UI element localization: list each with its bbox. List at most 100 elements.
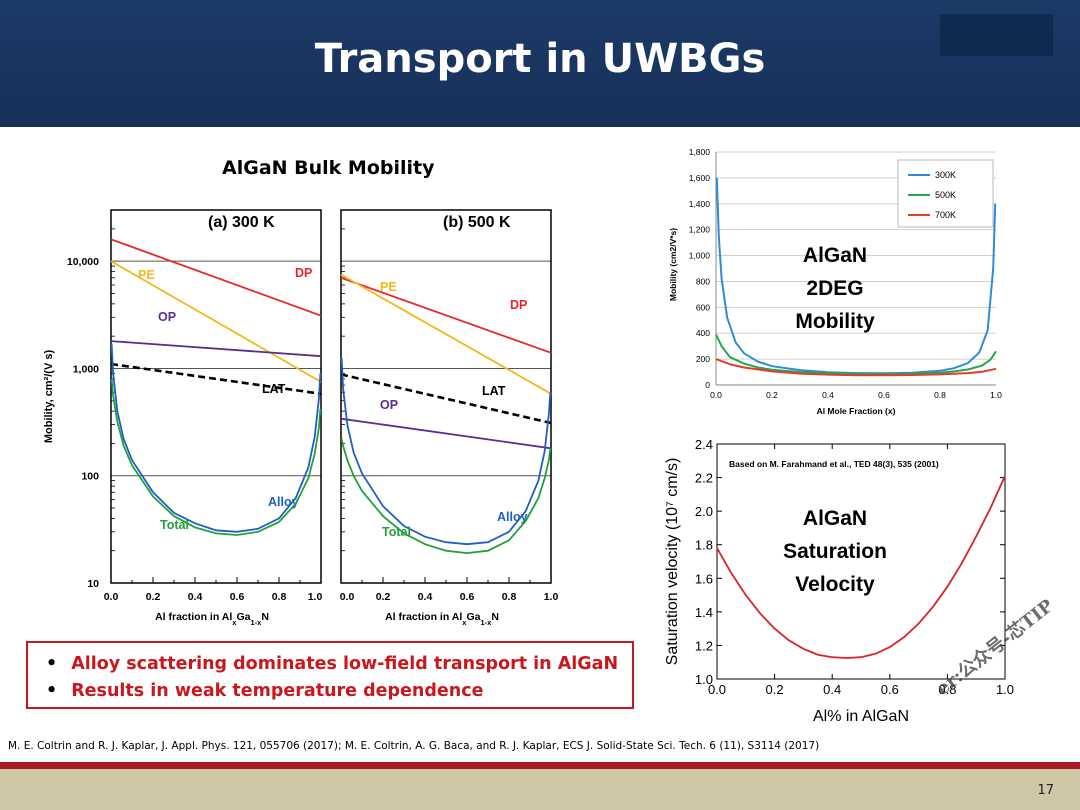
chart-annotation: AlGaN	[803, 244, 867, 267]
bulk-mobility-title: AlGaN Bulk Mobility	[222, 157, 435, 179]
x-tick-label: 1.0	[996, 682, 1014, 697]
bullet-1: • Alloy scattering dominates low-field tr…	[46, 654, 619, 674]
x-tick-label: 0.6	[881, 682, 899, 697]
y-tick-label: 100	[81, 471, 99, 483]
x-tick-label: 0.2	[146, 591, 161, 603]
series-label-dp: DP	[510, 298, 527, 312]
x-axis-label: Al fraction in AlxGa1-xN	[385, 611, 499, 627]
series-label-dp: DP	[295, 266, 312, 280]
chart-annotation: 2DEG	[806, 277, 863, 300]
series-line-total-300k	[110, 378, 322, 536]
y-tick-label: 1.4	[695, 605, 713, 620]
chart-annotation: Mobility	[795, 310, 875, 333]
2deg-mobility-chart: 0 200 400 600 800 1,000 1,200 1,400 1,600 1,800 0.…	[668, 147, 1002, 416]
x-tick-label: 0.6	[230, 591, 245, 603]
series-line-total-500k	[340, 438, 552, 555]
x-tick-label: 1.0	[308, 591, 323, 603]
chart-annotation: AlGaN	[803, 507, 867, 530]
y-tick-label: 1,400	[689, 199, 711, 209]
x-axis-label: Al% in AlGaN	[813, 708, 909, 725]
x-tick-label: 0.0	[710, 390, 722, 400]
y-tick-label: 600	[696, 302, 710, 312]
header-mark	[940, 14, 1053, 56]
y-tick-label: 2.0	[695, 504, 713, 519]
bulk-mobility-chart: 0.0 0.2 0.4 0.6 0.8 1.0 (a) 300 K DP PE OP LAT Allo…	[43, 209, 559, 627]
series-line-dp-300k	[110, 238, 322, 317]
plot-frame	[110, 209, 322, 584]
x-tick-label: 0.2	[376, 591, 391, 603]
footer-bar	[0, 769, 1080, 810]
x-tick-label: 0.8	[934, 390, 946, 400]
series-line-op-500k	[340, 417, 552, 450]
series-line-op-300k	[110, 340, 322, 358]
series-line-pe-500k	[340, 273, 552, 395]
legend-label-700k: 700K	[935, 210, 956, 220]
x-tick-label: 0.0	[104, 591, 119, 603]
y-tick-label: 1.2	[695, 638, 713, 653]
legend-label-300k: 300K	[935, 170, 956, 180]
series-label-pe: PE	[138, 268, 155, 282]
title-bar	[0, 0, 1080, 127]
x-tick-label: 0.0	[708, 682, 726, 697]
series-line-alloy-300k	[110, 343, 322, 533]
y-tick-label: 2.2	[695, 471, 713, 486]
y-tick-label: 1.8	[695, 538, 713, 553]
x-tick-label: 0.4	[188, 591, 203, 603]
x-tick-label: 0.2	[766, 390, 778, 400]
x-tick-label: 0.6	[878, 390, 890, 400]
y-tick-label: 400	[696, 328, 710, 338]
legend-label-500k: 500K	[935, 190, 956, 200]
y-tick-label: 1,800	[689, 147, 711, 157]
x-tick-label: 0.2	[766, 682, 784, 697]
y-tick-label: 10,000	[67, 256, 99, 268]
x-tick-label: 0.8	[272, 591, 287, 603]
series-label-lat: LAT	[482, 384, 506, 398]
series-line-lat-500k	[340, 373, 552, 425]
x-tick-label: 0.4	[823, 682, 841, 697]
y-axis-label: Saturation velocity (10⁷ cm/s)	[664, 458, 681, 666]
y-tick-label: 10	[87, 578, 99, 590]
x-axis-label: Al Mole Fraction (x)	[817, 406, 896, 416]
y-tick-label: 2.4	[695, 437, 713, 452]
series-line-alloy-500k	[340, 358, 552, 546]
bullet-box: • Alloy scattering dominates low-field tr…	[26, 641, 634, 709]
plot-frame	[716, 443, 1006, 680]
page-title: Transport in UWBGs	[314, 36, 766, 82]
y-tick-label: 800	[696, 276, 710, 286]
x-tick-label: 1.0	[544, 591, 559, 603]
series-label-total: Total	[382, 525, 411, 539]
chart-annotation: Velocity	[795, 573, 875, 596]
series-line-dp-500k	[340, 276, 552, 354]
series-label-total: Total	[160, 518, 189, 532]
series-label-op: OP	[158, 310, 176, 324]
y-tick-label: 1,600	[689, 173, 711, 183]
y-axis-label: Mobility (cm2/V*s)	[668, 228, 678, 301]
x-tick-label: 0.6	[460, 591, 475, 603]
x-axis-label: Al fraction in AlxGa1-xN	[155, 611, 269, 627]
reference-text: M. E. Coltrin and R. J. Kaplar, J. Appl.…	[8, 740, 820, 752]
page-number: 17	[1037, 783, 1054, 798]
series-line-500k	[715, 334, 997, 376]
series-line-pe-300k	[110, 260, 322, 383]
y-tick-label: 200	[696, 354, 710, 364]
y-tick-label: 1,200	[689, 225, 711, 235]
x-tick-label: 0.4	[418, 591, 433, 603]
x-tick-label: 0.8	[502, 591, 517, 603]
bullet-2: • Results in weak temperature dependence	[46, 681, 484, 701]
y-tick-label: 1.6	[695, 571, 713, 586]
saturation-velocity-chart: 1.0 1.2 1.4 1.6 1.8 2.0 2.2 2.4 0.0 0.2 0.4 0.6 0.8 1…	[664, 437, 1014, 725]
series-line-saturation-velocity	[716, 475, 1006, 659]
y-tick-label: 0	[705, 380, 710, 390]
series-label-alloy: Alloy	[497, 510, 528, 524]
x-tick-label: 0.0	[340, 591, 355, 603]
y-tick-label: 1,000	[689, 251, 711, 261]
source-note: Based on M. Farahmand et al., TED 48(3),…	[729, 459, 939, 469]
y-axis-label: Mobility, cm²/(V s)	[43, 350, 55, 444]
series-line-700k	[715, 358, 997, 377]
series-label-pe: PE	[380, 280, 397, 294]
panel-subtitle: (a) 300 K	[208, 214, 275, 231]
panel-subtitle: (b) 500 K	[443, 214, 511, 231]
x-tick-label: 0.8	[938, 682, 956, 697]
chart-annotation: Saturation	[783, 540, 887, 563]
y-tick-label: 1.0	[695, 672, 713, 687]
